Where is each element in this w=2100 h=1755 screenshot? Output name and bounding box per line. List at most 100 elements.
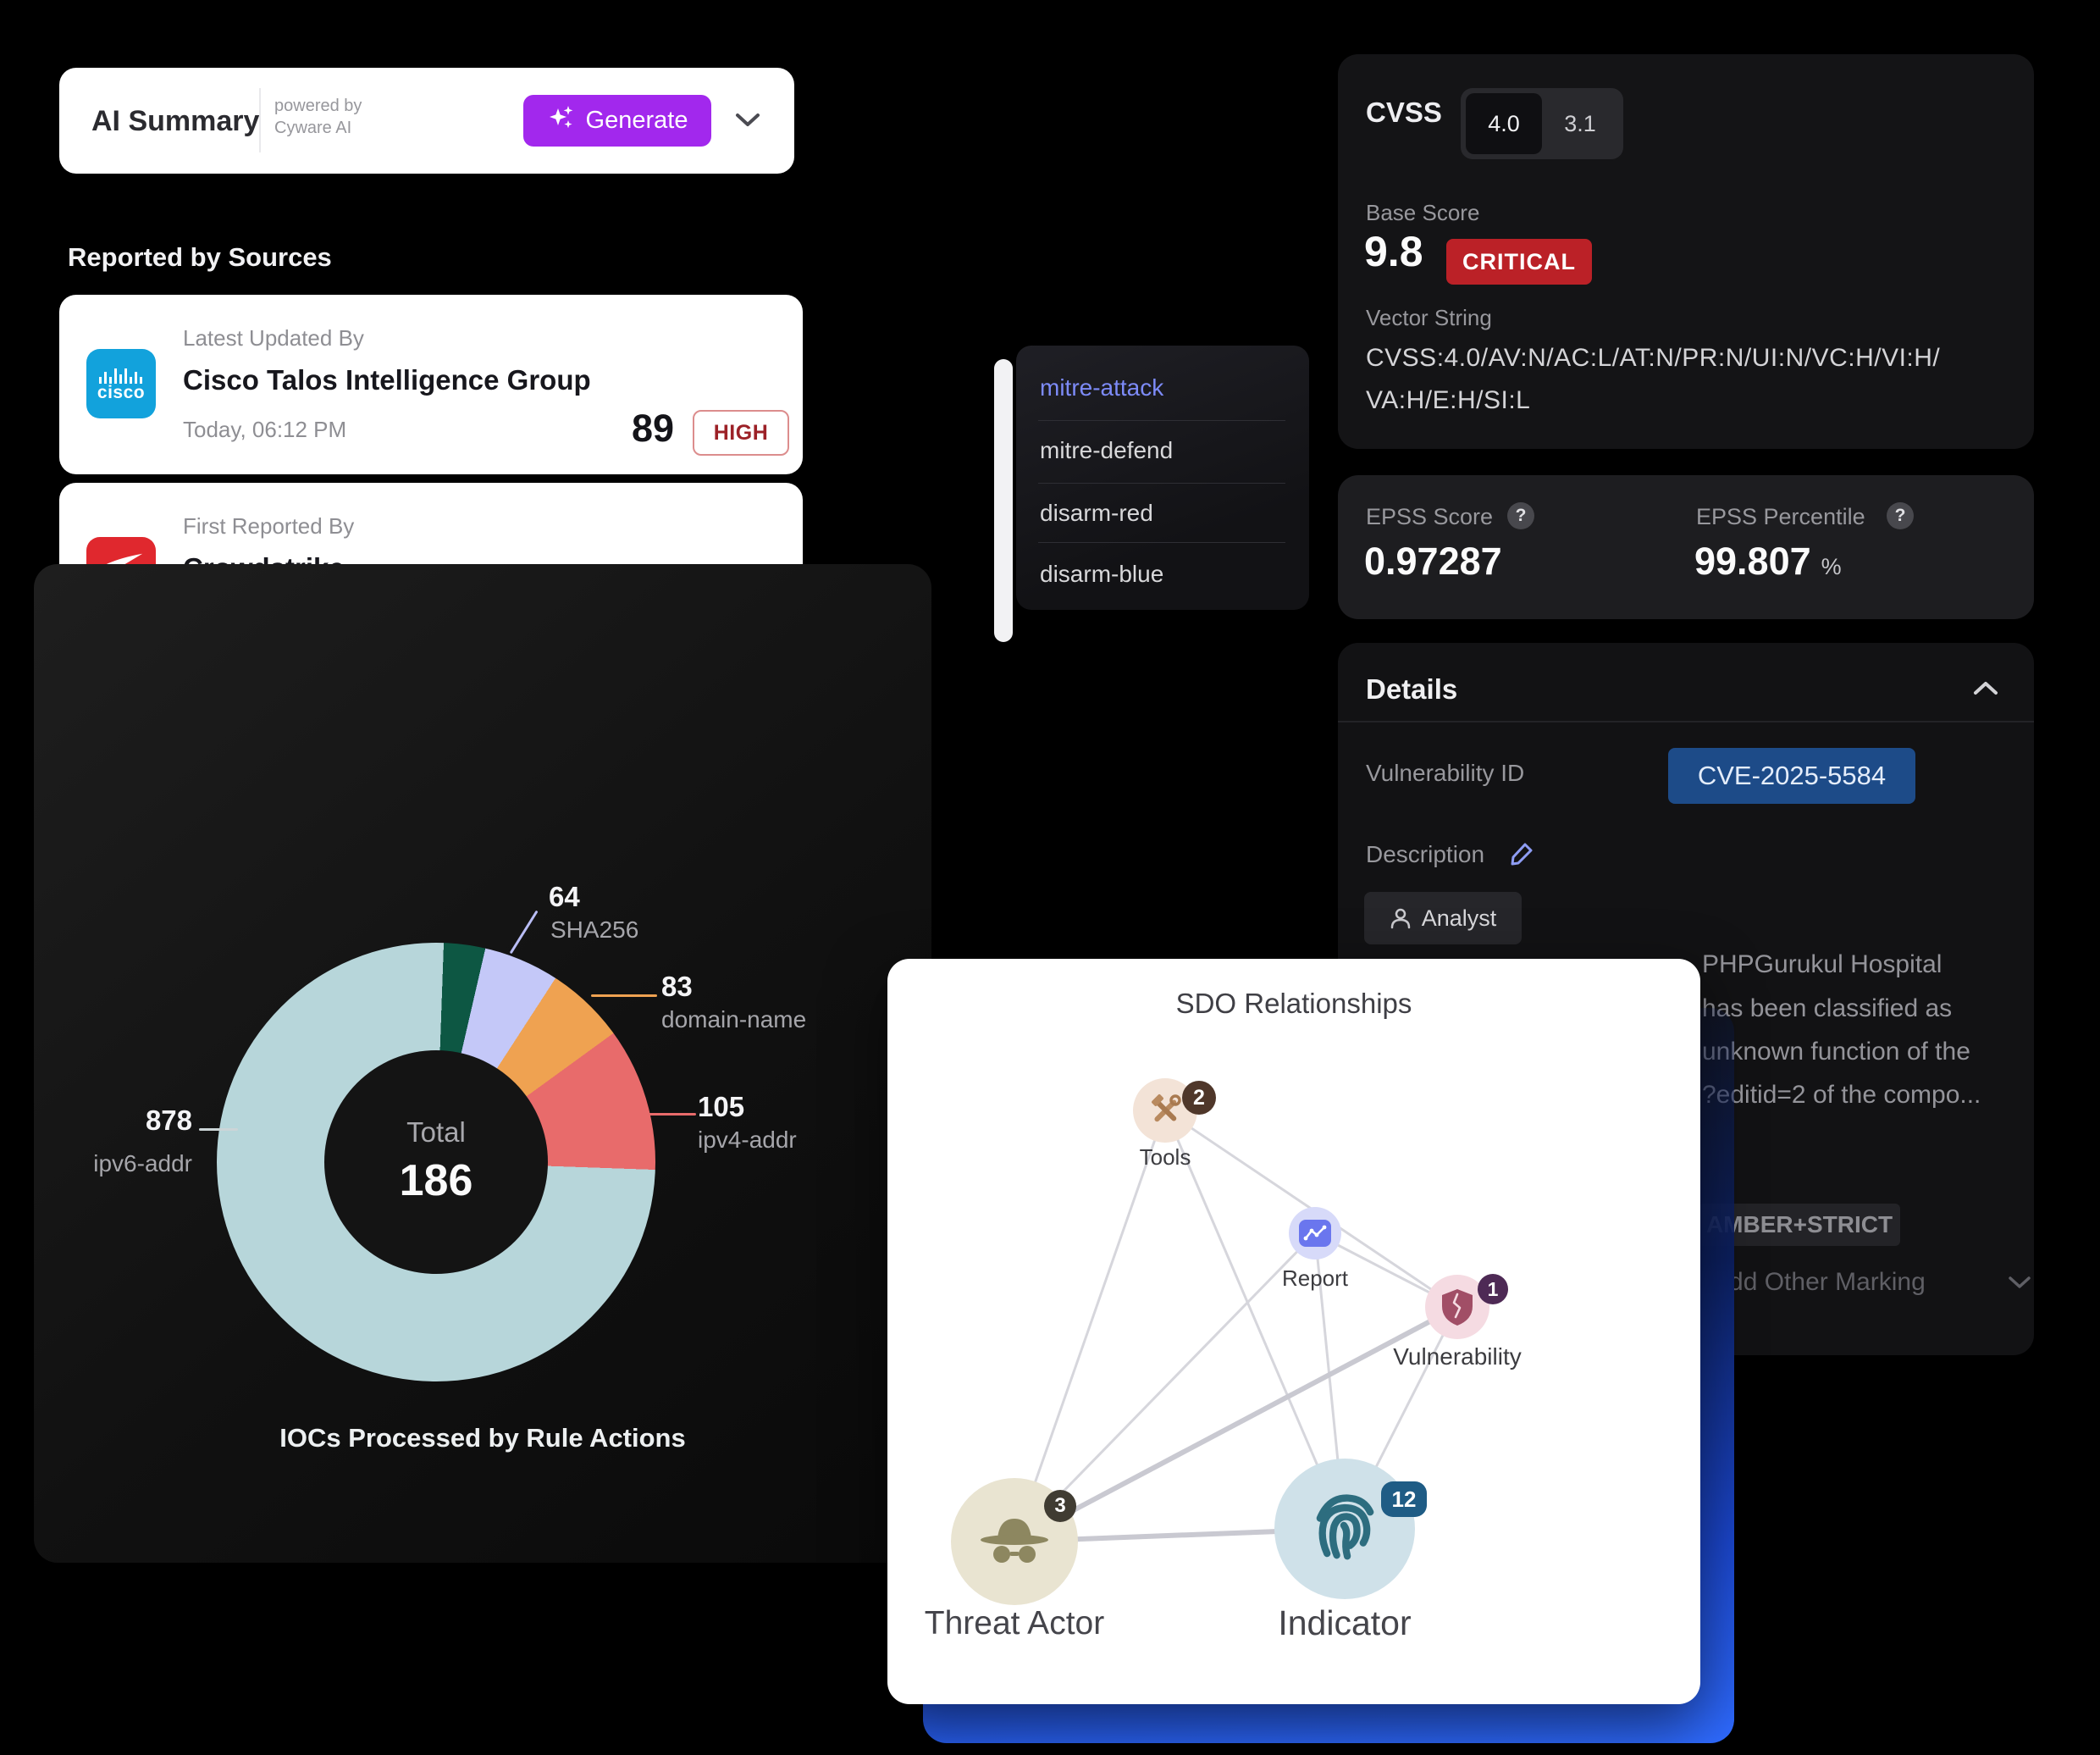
vulnerability-id-label: Vulnerability ID [1366, 760, 1525, 786]
node-indicator[interactable] [1274, 1459, 1415, 1599]
generate-button[interactable]: Generate [523, 95, 711, 147]
callout-domain-value: 83 [661, 971, 693, 1002]
ioc-chart-title: IOCs Processed by Rule Actions [279, 1423, 686, 1453]
epss-panel: EPSS Score ? 0.97287 EPSS Percentile ? 9… [1338, 475, 2034, 619]
base-score-label: Base Score [1366, 200, 1480, 225]
ai-summary-card: AI Summary powered by Cyware AI Generate [59, 68, 794, 174]
cvss-version-4-tab[interactable]: 4.0 [1466, 93, 1542, 154]
description-text-line: ?editid=2 of the compo... [1702, 1081, 1981, 1109]
node-indicator-count-badge: 12 [1381, 1481, 1427, 1517]
callout-ipv6-label: ipv6-addr [93, 1150, 192, 1176]
cisco-bars-icon [99, 368, 142, 384]
menu-item-disarm-red[interactable]: disarm-red [1040, 500, 1153, 526]
pencil-icon [1511, 843, 1533, 866]
description-text-line: has been classified as [1702, 994, 1953, 1022]
incognito-icon [981, 1519, 1048, 1563]
epss-percentile-unit: % [1821, 554, 1842, 579]
description-label: Description [1366, 841, 1485, 867]
analyst-chip-label: Analyst [1421, 905, 1497, 931]
leader-line-ipv4 [649, 1113, 696, 1116]
node-indicator-label: Indicator [1278, 1603, 1412, 1642]
description-text-line: unknown function of the [1702, 1038, 1970, 1066]
source-timestamp: Today, 06:12 PM [183, 417, 347, 442]
node-threat-actor-count-badge: 3 [1044, 1490, 1076, 1522]
generate-dropdown-button[interactable] [728, 103, 767, 137]
add-marking-dropdown[interactable] [2009, 1276, 2031, 1293]
shield-crack-icon [1442, 1289, 1473, 1326]
epss-percentile-label: EPSS Percentile [1696, 504, 1865, 529]
epss-percentile-value: 99.807 [1694, 540, 1811, 583]
help-icon[interactable]: ? [1507, 502, 1534, 529]
edit-description-button[interactable] [1509, 841, 1534, 871]
chevron-down-icon [2009, 1276, 2031, 1288]
critical-severity-badge: CRITICAL [1446, 239, 1592, 285]
add-other-marking-label[interactable]: Add Other Marking [1712, 1268, 1926, 1296]
source-card-label: First Reported By [183, 513, 355, 539]
source-name: Cisco Talos Intelligence Group [183, 364, 591, 396]
divider [1338, 721, 2034, 722]
sdo-relationships-card: SDO Relationships [887, 959, 1700, 1704]
vector-string-label: Vector String [1366, 305, 1492, 330]
node-report-label: Report [1281, 1265, 1349, 1291]
vector-string-line1: CVSS:4.0/AV:N/AC:L/AT:N/PR:N/UI:N/VC:H/V… [1366, 344, 1941, 372]
collapse-button[interactable] [1973, 680, 1998, 700]
node-tools-label: Tools [1139, 1144, 1191, 1170]
reported-by-sources-heading: Reported by Sources [68, 242, 332, 272]
node-vulnerability-label: Vulnerability [1393, 1343, 1522, 1370]
donut-hole [324, 1050, 548, 1274]
callout-domain-label: domain-name [661, 1006, 807, 1033]
analyst-chip[interactable]: Analyst [1364, 892, 1522, 944]
epss-score-label: EPSS Score [1366, 504, 1494, 529]
callout-ipv4-value: 105 [698, 1091, 745, 1122]
leader-line-domain [591, 994, 657, 997]
person-icon [1390, 908, 1410, 929]
cisco-logo-text: cisco [97, 383, 146, 402]
callout-ipv4-label: ipv4-addr [698, 1127, 797, 1153]
donut-center-label: Total [406, 1116, 466, 1148]
cvss-panel: CVSS 4.0 3.1 Base Score 9.8 CRITICAL Vec… [1338, 54, 2034, 449]
menu-item-mitre-defend[interactable]: mitre-defend [1040, 437, 1174, 463]
description-text-line: PHPGurukul Hospital [1702, 950, 1942, 978]
epss-percentile-row: 99.807 % [1694, 540, 1842, 584]
node-vulnerability-count-badge: 1 [1478, 1274, 1508, 1304]
leader-line-ipv6 [199, 1128, 238, 1131]
source-card-label: Latest Updated By [183, 325, 364, 351]
source-score: 89 [631, 407, 674, 450]
help-icon[interactable]: ? [1887, 502, 1914, 529]
divider [1038, 483, 1285, 484]
generate-button-label: Generate [585, 107, 688, 134]
source-card-cisco[interactable]: cisco Latest Updated By Cisco Talos Inte… [59, 295, 803, 474]
divider [1038, 542, 1285, 543]
callout-sha256-value: 64 [549, 881, 580, 912]
leader-line-sha256 [509, 910, 539, 955]
callout-sha256-label: SHA256 [550, 916, 639, 943]
cisco-logo-icon: cisco [86, 349, 156, 418]
details-header: Details [1366, 673, 1458, 705]
epss-score-value: 0.97287 [1364, 540, 1502, 583]
powered-by-brand: Cyware AI [274, 119, 352, 137]
chevron-down-icon [736, 113, 760, 126]
sparkles-icon [547, 103, 576, 139]
ai-summary-title: AI Summary [91, 105, 260, 137]
cve-id-badge[interactable]: CVE-2025-5584 [1668, 748, 1915, 804]
node-threat-actor-label: Threat Actor [924, 1605, 1105, 1642]
sdo-title: SDO Relationships [1175, 988, 1412, 1019]
report-icon [1299, 1220, 1331, 1247]
node-threat-actor[interactable] [951, 1478, 1078, 1605]
ioc-chart-panel: Total 186 64 SHA256 83 domain-name 105 i… [34, 564, 931, 1563]
framework-menu: mitre-attack mitre-defend disarm-red dis… [1016, 346, 1309, 610]
node-tools-count-badge: 2 [1182, 1081, 1216, 1115]
menu-item-mitre-attack[interactable]: mitre-attack [1040, 374, 1164, 401]
fingerprint-icon [1316, 1494, 1374, 1560]
callout-ipv6-value: 878 [145, 1104, 192, 1136]
chevron-up-icon [1974, 682, 1998, 695]
cvss-version-31-tab[interactable]: 3.1 [1564, 110, 1596, 136]
cvss-version-toggle: 4.0 3.1 [1461, 88, 1623, 159]
menu-item-disarm-blue[interactable]: disarm-blue [1040, 561, 1164, 587]
base-score-value: 9.8 [1364, 228, 1423, 275]
cvss-label: CVSS [1366, 97, 1442, 128]
node-report[interactable] [1289, 1207, 1341, 1260]
severity-badge: HIGH [693, 410, 789, 456]
divider [1038, 420, 1285, 421]
